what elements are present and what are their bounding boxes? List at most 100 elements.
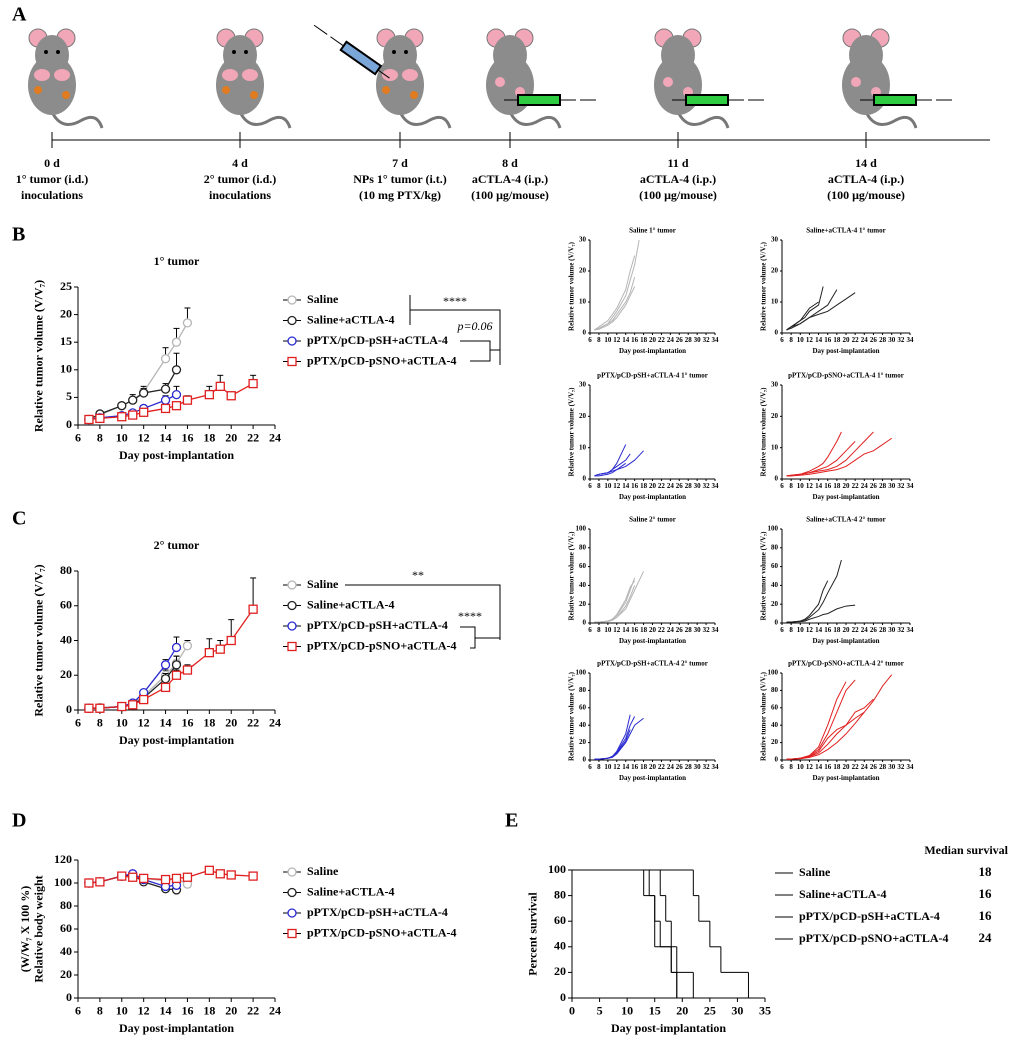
data-marker xyxy=(171,337,182,347)
median-survival-value: 18 xyxy=(979,864,993,879)
data-marker xyxy=(287,908,297,918)
tumor-spot xyxy=(663,77,673,87)
x-tick-label: 26 xyxy=(870,763,878,771)
x-tick-label: 6 xyxy=(588,482,592,490)
x-tick-label: 30 xyxy=(888,482,896,490)
panel-label: E xyxy=(505,810,518,832)
mouse-tail xyxy=(398,111,452,129)
y-tick-label: 40 xyxy=(579,721,587,729)
series xyxy=(786,711,865,760)
y-tick-label: 40 xyxy=(771,581,779,589)
x-tick-label: 16 xyxy=(631,626,639,634)
mouse-tail xyxy=(864,111,918,129)
x-tick-label: 34 xyxy=(712,626,720,634)
y-tick-label: 60 xyxy=(771,562,779,570)
data-marker xyxy=(287,928,297,939)
x-tick-label: 18 xyxy=(833,336,841,344)
x-tick-label: 24 xyxy=(269,430,281,444)
series xyxy=(572,869,694,998)
mouse-tail xyxy=(508,111,562,129)
x-tick-label: 18 xyxy=(203,430,215,444)
mouse-head xyxy=(849,35,883,75)
x-tick-label: 24 xyxy=(667,482,675,490)
x-tick-label: 34 xyxy=(907,482,915,490)
legend-label: pPTX/pCD-pSNO+aCTLA-4 xyxy=(307,925,457,939)
y-tick-label: 20 xyxy=(771,412,779,420)
y-axis-label: Percent survival xyxy=(525,892,539,976)
y-tick-label: 20 xyxy=(60,967,72,981)
x-tick-label: 30 xyxy=(694,336,702,344)
data-marker xyxy=(95,877,105,887)
x-tick-label: 10 xyxy=(797,763,805,771)
syringe-icon xyxy=(313,24,390,79)
data-marker xyxy=(287,356,297,367)
x-tick-label: 6 xyxy=(75,715,81,729)
median-survival-value: 24 xyxy=(979,930,993,945)
event-text: (100 μg/mouse) xyxy=(827,188,905,202)
x-tick-label: 30 xyxy=(694,763,702,771)
x-tick-label: 16 xyxy=(631,336,639,344)
x-tick-label: 24 xyxy=(667,626,675,634)
x-tick-label: 20 xyxy=(649,763,657,771)
y-tick-label: 30 xyxy=(579,236,587,244)
x-tick-label: 12 xyxy=(613,763,621,771)
mouse-icon xyxy=(842,28,918,129)
y-tick-label: 0 xyxy=(583,756,587,764)
chart-title: Saline+aCTLA-4 1° tumor xyxy=(806,227,886,235)
data-marker xyxy=(171,365,182,375)
data-line xyxy=(786,559,842,623)
tumor-spot xyxy=(382,86,390,94)
data-line xyxy=(786,441,856,477)
data-line xyxy=(786,604,856,623)
data-marker xyxy=(287,315,297,326)
series xyxy=(572,869,678,998)
series xyxy=(786,580,829,623)
x-tick-label: 22 xyxy=(247,715,259,729)
legend-label: pPTX/pCD-pSNO+aCTLA-4 xyxy=(307,638,457,652)
y-axis-label: Relative tumor volume (V/V₇) xyxy=(759,531,767,621)
x-tick-label: 28 xyxy=(685,626,693,634)
x-tick-label: 10 xyxy=(116,430,128,444)
data-line xyxy=(594,286,636,331)
x-tick-label: 14 xyxy=(622,626,630,634)
x-tick-label: 28 xyxy=(879,482,887,490)
data-marker xyxy=(160,674,171,684)
legend-label: pPTX/pCD-pSNO+aCTLA-4 xyxy=(799,931,949,945)
series xyxy=(594,255,636,331)
data-marker xyxy=(128,395,138,405)
data-marker xyxy=(287,867,297,877)
x-tick-label: 14 xyxy=(815,763,823,771)
y-axis-label: (W/W₇ X 100 %) xyxy=(18,886,32,973)
legend-label: Saline xyxy=(799,865,831,879)
event-text: (100 μg/mouse) xyxy=(471,188,549,202)
y-tick-label: 20 xyxy=(579,738,587,746)
x-tick-label: 18 xyxy=(203,1003,215,1017)
data-marker xyxy=(160,874,171,885)
x-tick-label: 8 xyxy=(597,763,601,771)
x-tick-label: 32 xyxy=(897,626,905,634)
data-marker xyxy=(215,869,225,879)
data-line xyxy=(786,674,893,760)
x-tick-label: 30 xyxy=(888,763,896,771)
y-tick-label: 40 xyxy=(60,944,72,958)
y-axis-label: Relative tumor volume (V/V₇) xyxy=(759,671,767,761)
mouse-paw xyxy=(222,69,238,81)
event-day: 8 d xyxy=(502,156,518,170)
data-marker xyxy=(139,873,149,884)
mouse-paw xyxy=(242,69,258,81)
y-tick-label: 80 xyxy=(554,887,566,901)
data-marker xyxy=(128,700,138,710)
x-tick-label: 30 xyxy=(888,626,896,634)
x-tick-label: 8 xyxy=(789,626,793,634)
x-axis-label: Day post-implantation xyxy=(619,637,686,645)
x-axis-label: Day post-implantation xyxy=(812,493,879,501)
y-tick-label: 20 xyxy=(60,667,72,681)
x-tick-label: 30 xyxy=(694,626,702,634)
series xyxy=(84,374,258,425)
data-marker xyxy=(139,407,149,417)
data-marker xyxy=(182,665,193,675)
x-tick-label: 16 xyxy=(181,715,193,729)
x-tick-label: 32 xyxy=(897,763,905,771)
event-text: 2° tumor (i.d.) xyxy=(204,172,277,186)
x-tick-label: 20 xyxy=(843,626,851,634)
